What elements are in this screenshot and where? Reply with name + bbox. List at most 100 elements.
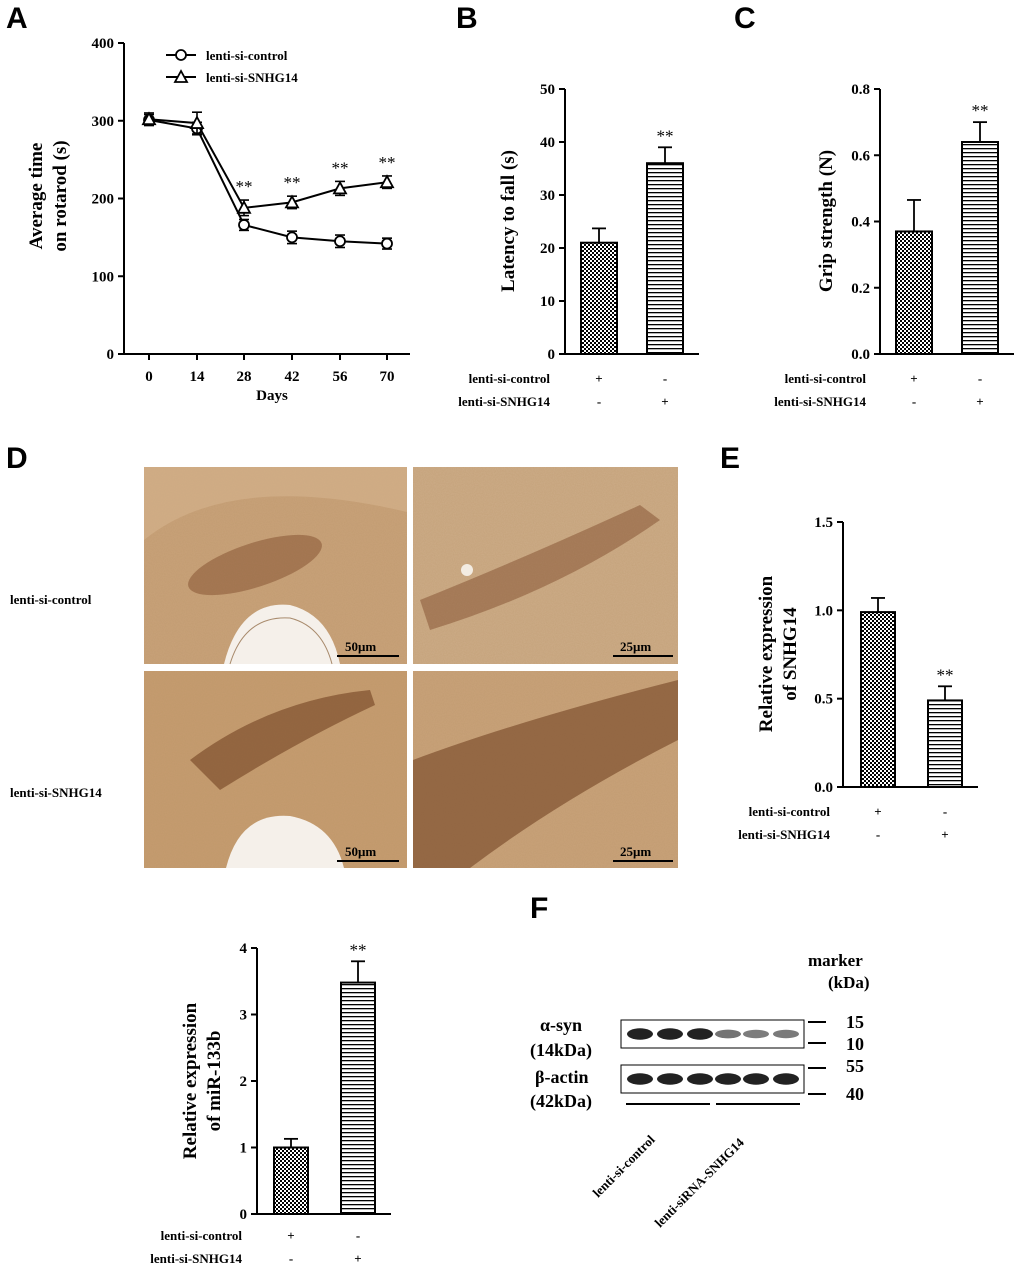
a-significance: ** [236, 177, 253, 196]
b-row-mark: - [663, 371, 667, 386]
g-row-mark: + [287, 1228, 294, 1243]
a-point-triangle [189, 115, 205, 129]
b-ytick-label: 30 [540, 188, 555, 204]
blot-band [627, 1073, 653, 1085]
a-legend-marker-circle [175, 49, 187, 61]
e-ytick-label: 0.5 [814, 692, 833, 708]
panel-label-c: C [734, 2, 756, 35]
e-ytick-label: 0.0 [814, 780, 833, 796]
a-xtick-label: 42 [285, 369, 300, 385]
c-ytick-label: 0.4 [851, 215, 870, 231]
band-size-alpha-syn: (14kDa) [530, 1040, 592, 1061]
a-xtick-label: 0 [145, 369, 153, 385]
a-y-axis-label: Average time on rotarod (s) [26, 140, 71, 251]
a-ytick-label: 400 [92, 36, 115, 52]
a-point-triangle [284, 194, 300, 209]
a-xtick-label: 28 [237, 369, 252, 385]
micrograph-snhg14-high: 25μm [413, 671, 678, 868]
e-row-mark: - [943, 804, 947, 819]
e-ytick-label: 1.0 [814, 603, 833, 619]
c-row-mark: + [976, 394, 983, 409]
e-bar [860, 611, 896, 788]
b-bar [580, 241, 618, 355]
e-y-axis-label: Relative expression of SNHG14 [756, 575, 801, 732]
g-bar [273, 1146, 309, 1215]
b-ytick-label: 10 [540, 294, 555, 310]
b-row-label: lenti-si-SNHG14 [458, 394, 550, 409]
a-ytick-label: 200 [92, 192, 115, 208]
micrograph-control-high: 25μm [413, 467, 678, 664]
a-ytick-label: 0 [107, 347, 115, 363]
panel-label-d: D [6, 442, 28, 475]
band-name-beta-actin: β-actin [535, 1067, 588, 1087]
b-ytick-label: 40 [540, 135, 555, 151]
marker-header-2: (kDa) [828, 973, 870, 992]
c-ytick-label: 0.8 [851, 82, 870, 98]
b-row-mark: + [595, 371, 602, 386]
c-ytick-label: 0.2 [851, 281, 870, 297]
a-significance: ** [284, 173, 301, 192]
g-significance: ** [350, 940, 367, 959]
blot-band [687, 1028, 713, 1040]
c-y-axis-label: Grip strength (N) [816, 150, 837, 292]
b-ytick-label: 0 [548, 347, 556, 363]
a-point-circle [238, 219, 250, 231]
blot-band [627, 1028, 653, 1040]
a-xtick-label: 14 [190, 369, 206, 385]
blot-band [743, 1029, 769, 1039]
a-ytick-label: 100 [92, 269, 115, 285]
e-row-label: lenti-si-SNHG14 [738, 827, 830, 842]
blot-band [743, 1073, 769, 1085]
b-y-axis-label: Latency to fall (s) [498, 150, 519, 292]
c-bar [895, 230, 933, 355]
panel-label-f: F [530, 892, 548, 925]
a-legend-label: lenti-si-control [206, 48, 288, 63]
marker-10: 10 [846, 1034, 864, 1054]
b-significance: ** [657, 126, 674, 145]
g-row-mark: + [354, 1251, 361, 1266]
panel-label-a: A [6, 2, 28, 35]
a-series-line-1 [148, 118, 388, 209]
micrograph-control-low: 50μm [144, 467, 407, 665]
scale-bar-1: 50μm [345, 639, 376, 654]
chart-c: 0.0 0.2 0.4 0.6 0.8 Grip strength (N) ** lenti-… [774, 82, 1014, 409]
a-point-circle [334, 235, 346, 248]
chart-a: 0 100 200 300 400 0 14 28 42 56 70 Days Average time… [26, 36, 410, 404]
a-xtick-label: 70 [380, 369, 395, 385]
c-ytick-label: 0.0 [851, 347, 870, 363]
a-point-triangle [332, 180, 348, 195]
blot-band [773, 1029, 799, 1039]
panel-d-row-label-control: lenti-si-control [10, 592, 92, 607]
panel-label-b: B [456, 2, 478, 35]
g-ytick-label: 0 [240, 1207, 248, 1223]
marker-header-1: marker [808, 951, 863, 970]
panel-f-western-blot: marker (kDa) α-syn (14kDa) β-actin (42kD… [530, 951, 870, 1230]
band-size-beta-actin: (42kDa) [530, 1091, 592, 1112]
a-point-circle [381, 237, 393, 250]
e-ytick-label: 1.5 [814, 515, 833, 531]
g-bar [340, 981, 376, 1216]
b-ytick-label: 20 [540, 241, 555, 257]
g-row-label: lenti-si-SNHG14 [150, 1251, 242, 1266]
g-ytick-label: 4 [240, 941, 248, 957]
a-point-triangle [379, 174, 395, 189]
c-ytick-label: 0.6 [851, 148, 870, 164]
panel-d-row-label-snhg14: lenti-si-SNHG14 [10, 785, 102, 800]
a-point-circle [286, 231, 298, 244]
g-row-mark: - [289, 1251, 293, 1266]
panel-d-micrographs: lenti-si-control lenti-si-SNHG14 50μm 25… [10, 467, 678, 868]
c-row-mark: - [978, 371, 982, 386]
e-row-mark: + [941, 827, 948, 842]
g-row-label: lenti-si-control [161, 1228, 243, 1243]
a-significance: ** [379, 153, 396, 172]
a-legend-marker-triangle [173, 69, 189, 83]
c-bar [961, 141, 999, 355]
band-name-alpha-syn: α-syn [540, 1015, 582, 1035]
marker-40: 40 [846, 1084, 864, 1104]
group-label-sirna: lenti-siRNA-SNHG14 [652, 1134, 748, 1230]
a-point-triangle [141, 111, 157, 126]
c-row-mark: - [912, 394, 916, 409]
a-xtick-label: 56 [333, 369, 349, 385]
blot-band [715, 1073, 741, 1085]
